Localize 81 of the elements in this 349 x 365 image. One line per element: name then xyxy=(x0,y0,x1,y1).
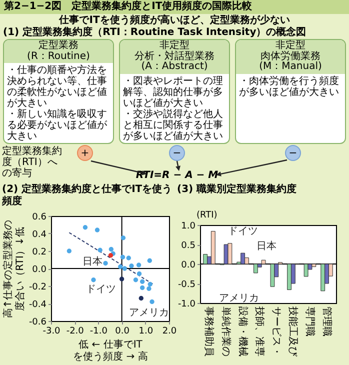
text: 第2−1−2図 定型業務集約度とIT使用頻度の国際比較 xyxy=(0,0,349,14)
x-tick-label: 単純作業の xyxy=(220,306,232,356)
point xyxy=(94,228,100,232)
bar xyxy=(312,264,316,267)
point xyxy=(98,248,102,252)
x-tick-label: 事務補助員 xyxy=(203,306,216,356)
y-tick-label: 0.6 xyxy=(32,212,47,222)
x-tick-label: -2.0 xyxy=(66,326,84,336)
y-tick-label: -0.2 xyxy=(28,282,46,292)
chart-title: (3) 職業別定型業務集約度 xyxy=(176,184,298,196)
y-tick-label: 0.0 xyxy=(32,265,47,275)
series-label: ドイツ xyxy=(228,226,258,238)
series-label: 日本 xyxy=(256,240,277,252)
bar xyxy=(253,264,258,274)
bar xyxy=(287,264,292,290)
y-tick-label: 0.0 xyxy=(181,260,196,270)
point xyxy=(148,282,152,287)
point xyxy=(82,225,88,230)
circle-badge: − xyxy=(169,145,185,161)
x-axis-title: 低 ← 仕事でITを使う頻度 → 高 xyxy=(73,338,148,362)
y-tick-label: 0.2 xyxy=(32,248,46,258)
series-label: 日本 xyxy=(82,255,103,268)
y-tick-label: -0.4 xyxy=(28,300,47,310)
x-tick-label: 0.0 xyxy=(115,326,130,336)
x-tick-label: 技師、准専 xyxy=(254,306,266,356)
point xyxy=(146,286,152,291)
point xyxy=(138,296,144,301)
point xyxy=(103,260,108,266)
point xyxy=(133,278,138,282)
series-label: アメリカ xyxy=(129,307,170,318)
circle-badge: − xyxy=(285,145,301,161)
y-tick-label: 0.5 xyxy=(181,241,196,251)
bar xyxy=(210,230,216,264)
bar xyxy=(320,264,326,292)
bar xyxy=(304,264,308,277)
point xyxy=(120,236,126,240)
x-tick-label: 1.0 xyxy=(138,326,154,336)
y-tick-label: -0.5 xyxy=(178,280,196,290)
x-tick-label: 技能工及び xyxy=(287,306,300,358)
y-tick-label: 1.0 xyxy=(181,222,196,232)
point xyxy=(108,253,114,258)
point xyxy=(91,278,96,282)
point xyxy=(118,264,123,270)
bar xyxy=(240,252,246,264)
x-tick-label: 管理職 xyxy=(320,306,333,336)
x-tick-label: 2.0 xyxy=(162,326,177,336)
text: 仕事でITを使う頻度が高いほど、定型業務が少ない xyxy=(58,15,291,26)
text: RTI=R − A − M xyxy=(134,170,220,182)
point xyxy=(136,271,142,276)
x-tick-label: 設備・機械 xyxy=(236,306,249,356)
series-label: ドイツ xyxy=(86,284,116,295)
point xyxy=(136,262,142,268)
point xyxy=(147,258,152,263)
point xyxy=(122,266,127,271)
bar xyxy=(270,264,275,287)
y-axis-title: (RTI) xyxy=(196,210,218,220)
text: 定型業務集約度（RTI）への寄与 xyxy=(2,146,63,179)
bar xyxy=(228,243,232,264)
y-axis-title: 高↑仕事の定型業務の度合い（RTI）↓低 xyxy=(2,220,26,318)
bar xyxy=(224,244,228,264)
x-tick-label: -1.0 xyxy=(90,326,108,336)
text: (1) 定型業務集約度（RTI：Routine Task Intensity）の概念図 xyxy=(3,27,306,39)
point xyxy=(120,254,126,260)
chart-title: (2) 定型業務集約度と仕事でITを使う頻度 xyxy=(1,184,174,208)
point xyxy=(119,276,124,282)
bar xyxy=(203,254,208,264)
point xyxy=(108,246,114,252)
point xyxy=(140,279,145,284)
x-tick-label: サービス・ xyxy=(270,306,282,356)
y-tick-label: -0.6 xyxy=(28,318,47,328)
point xyxy=(129,264,134,268)
point xyxy=(126,256,131,260)
y-tick-label: 0.4 xyxy=(32,230,47,240)
series-label: アメリカ xyxy=(218,293,259,304)
x-tick-label: 専門職 xyxy=(304,306,316,336)
point xyxy=(66,248,72,254)
point xyxy=(140,285,145,290)
bar xyxy=(261,260,266,264)
circle-badge: + xyxy=(77,145,93,161)
point xyxy=(150,299,154,304)
x-tick-label: -3.0 xyxy=(42,326,61,336)
